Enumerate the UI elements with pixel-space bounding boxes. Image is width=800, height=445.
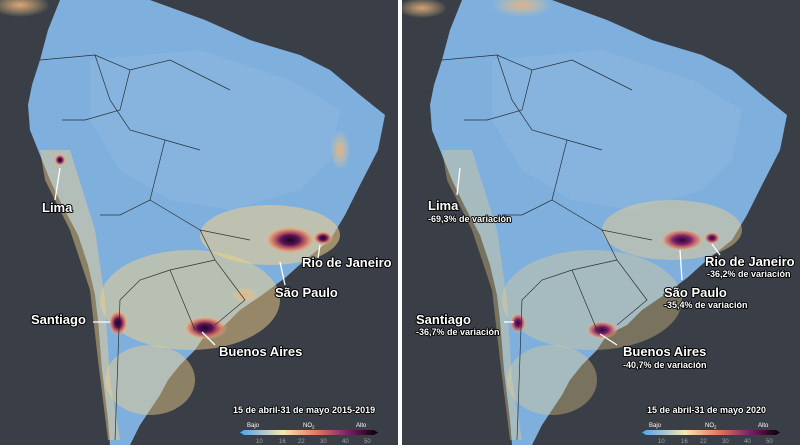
legend-tick: 50 — [364, 439, 371, 445]
legend-high-label: Alto — [356, 423, 367, 429]
map-panel-2020: Lima -69,3% de variación Rio de Janeiro … — [402, 0, 800, 445]
label-sao-paulo: São Paulo — [664, 285, 727, 300]
period-label: 15 de abril-31 de mayo 2020 — [647, 405, 766, 415]
label-rio-de-janeiro: Rio de Janeiro — [302, 255, 392, 270]
hotspot-santiago — [510, 313, 526, 333]
legend-tick: 22 — [298, 439, 305, 445]
hotspot-rio — [313, 231, 333, 245]
hotspot-buenos-aires — [586, 321, 618, 339]
label-santiago: Santiago — [416, 312, 471, 327]
legend-tick: 22 — [700, 439, 707, 445]
label-buenos-aires: Buenos Aires — [219, 344, 302, 359]
label-rio-de-janeiro: Rio de Janeiro — [705, 254, 795, 269]
legend-low-label: Bajo — [247, 423, 260, 429]
map-svg-right: Lima -69,3% de variación Rio de Janeiro … — [402, 0, 796, 445]
legend-title: NO2 — [705, 423, 717, 430]
legend-title: NO2 — [303, 423, 315, 430]
label-lima: Lima — [428, 198, 459, 213]
label-santiago: Santiago — [31, 312, 86, 327]
label-sao-paulo: São Paulo — [275, 285, 338, 300]
legend-tick: 50 — [766, 439, 773, 445]
panel-divider — [398, 0, 402, 445]
label-santiago-change: -36,7% de variación — [416, 327, 500, 337]
legend-tick: 30 — [320, 439, 327, 445]
legend-tick: 16 — [681, 439, 688, 445]
legend-tick: 40 — [342, 439, 349, 445]
label-buenos-aires-change: -40,7% de variación — [623, 360, 707, 370]
hotspot-sao-paulo — [660, 229, 704, 251]
label-sao-paulo-change: -35,4% de variación — [664, 300, 748, 310]
hotspot-rio — [704, 232, 720, 244]
hotspot-buenos-aires — [183, 316, 227, 340]
label-rio-de-janeiro-change: -36,2% de variación — [707, 269, 791, 279]
legend-tick: 16 — [279, 439, 286, 445]
map-panel-2015-2019: Lima Rio de Janeiro São Paulo Santiago B… — [0, 0, 398, 445]
label-buenos-aires: Buenos Aires — [623, 344, 706, 359]
hotspot-sao-paulo — [264, 226, 316, 254]
hotspot-santiago — [108, 310, 128, 336]
map-svg-left: Lima Rio de Janeiro São Paulo Santiago B… — [0, 0, 393, 445]
legend-high-label: Alto — [758, 423, 769, 429]
legend-tick: 10 — [256, 439, 263, 445]
legend-tick: 40 — [744, 439, 751, 445]
period-label: 15 de abril-31 de mayo 2015-2019 — [233, 405, 375, 415]
no2-legend: Bajo NO2 Alto 10 16 22 30 40 50 — [642, 423, 780, 445]
label-lima-change: -69,3% de variación — [428, 214, 512, 224]
no2-legend: Bajo NO2 Alto 10 16 22 30 40 50 — [240, 423, 378, 445]
legend-tick: 30 — [722, 439, 729, 445]
hotspot-lima — [54, 154, 66, 166]
label-lima: Lima — [42, 200, 73, 215]
legend-tick: 10 — [658, 439, 665, 445]
legend-low-label: Bajo — [649, 423, 662, 429]
